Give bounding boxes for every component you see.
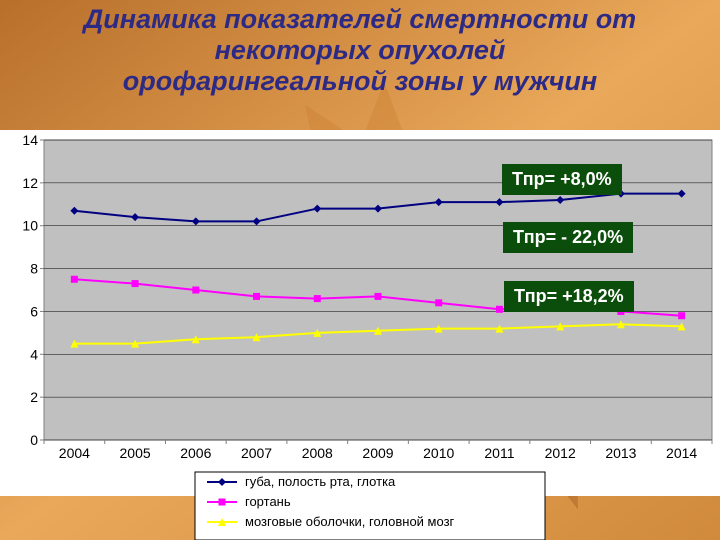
x-axis-tick-label: 2009 (362, 445, 393, 461)
chart-marker (192, 287, 199, 294)
y-axis-tick-label: 10 (22, 218, 38, 234)
x-axis-tick-label: 2014 (666, 445, 697, 461)
chart-marker (253, 293, 260, 300)
chart-marker (496, 306, 503, 313)
y-axis-tick-label: 2 (30, 389, 38, 405)
chart-marker (435, 299, 442, 306)
x-axis-tick-label: 2013 (605, 445, 636, 461)
chart-marker (132, 280, 139, 287)
x-axis-tick-label: 2008 (302, 445, 333, 461)
y-axis-tick-label: 12 (22, 175, 38, 191)
legend-item-label: гортань (245, 494, 291, 509)
chart-marker (375, 293, 382, 300)
x-axis-tick-label: 2010 (423, 445, 454, 461)
chart-marker (219, 499, 226, 506)
callout-text: Тпр= - 22,0% (513, 227, 623, 247)
chart-marker (678, 312, 685, 319)
x-axis-tick-label: 2006 (180, 445, 211, 461)
growth-rate-callout: Тпр= +18,2% (504, 281, 634, 312)
growth-rate-callout: Тпр= - 22,0% (503, 222, 633, 253)
x-axis-tick-label: 2012 (545, 445, 576, 461)
y-axis-tick-label: 0 (30, 432, 38, 448)
x-axis-tick-label: 2005 (120, 445, 151, 461)
callout-text: Тпр= +18,2% (514, 286, 624, 306)
slide-title: Динамика показателей смертности от некот… (0, 4, 720, 97)
y-axis-tick-label: 14 (22, 132, 38, 148)
x-axis-tick-label: 2004 (59, 445, 90, 461)
legend-item-label: губа, полость рта, глотка (245, 474, 396, 489)
slide-stage: Динамика показателей смертности от некот… (0, 0, 720, 540)
y-axis-tick-label: 8 (30, 261, 38, 277)
x-axis-tick-label: 2007 (241, 445, 272, 461)
chart-marker (71, 276, 78, 283)
y-axis-tick-label: 6 (30, 303, 38, 319)
y-axis-tick-label: 4 (30, 346, 38, 362)
chart-marker (314, 295, 321, 302)
legend-item-label: мозговые оболочки, головной мозг (245, 514, 455, 529)
callout-text: Тпр= +8,0% (512, 169, 612, 189)
x-axis-tick-label: 2011 (484, 445, 514, 461)
growth-rate-callout: Тпр= +8,0% (502, 164, 622, 195)
